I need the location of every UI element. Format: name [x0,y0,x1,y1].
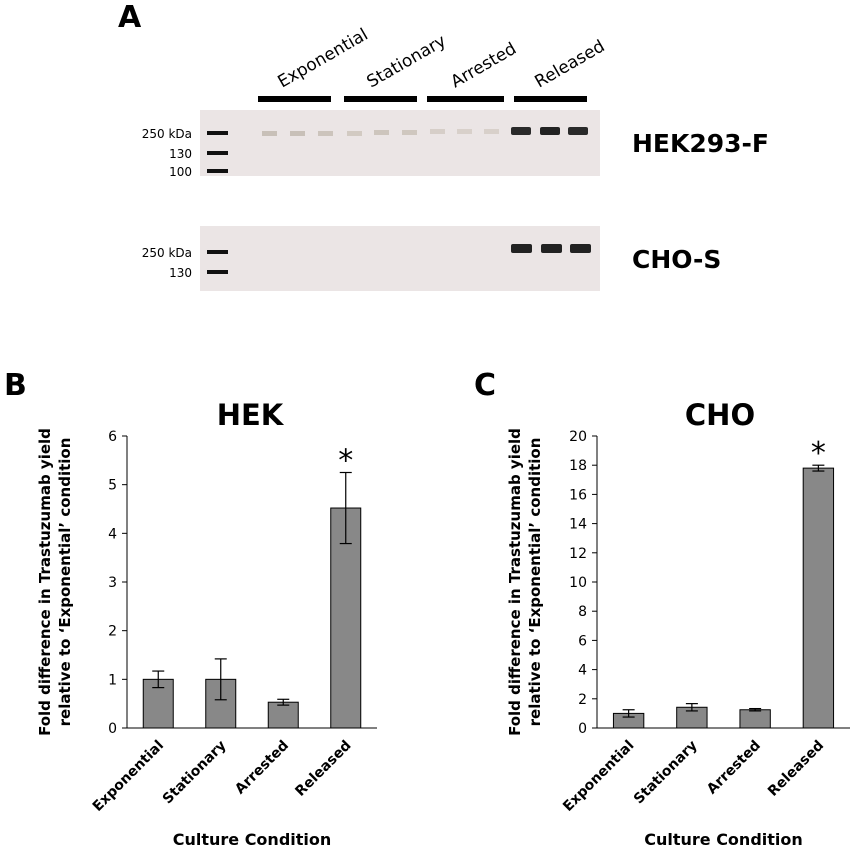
chart-title: HEK [217,398,285,432]
ladder-band [207,270,228,274]
protein-band [347,131,362,136]
blot-group-bar [344,96,417,102]
marker-label: 250 kDa [142,246,192,260]
protein-band [511,244,532,253]
protein-band [318,131,333,136]
y-tick-label: 6 [108,429,117,445]
x-axis-label: Culture Condition [644,830,803,847]
x-tick-label: Exponential [560,738,637,815]
y-tick-label: 1 [108,672,117,688]
marker-label: 250 kDa [142,127,192,141]
y-tick-label: 4 [578,663,587,679]
y-tick-label: 0 [578,721,587,737]
bar [142,678,174,729]
y-tick-label: 14 [569,517,587,533]
bar [739,709,771,729]
marker-label: 130 [169,266,192,280]
blot-membrane-top [200,110,600,176]
blot-condition-label: Exponential [275,25,372,93]
protein-band [262,131,277,136]
y-tick-label: 16 [569,487,587,503]
x-tick-label: Released [765,738,827,800]
x-tick-label: Exponential [90,738,167,815]
marker-label: 130 [169,147,192,161]
panel-label-c: C [474,368,497,403]
protein-band [430,129,445,134]
y-tick-label: 20 [569,429,587,445]
protein-band [374,130,389,135]
chart-title: CHO [685,398,755,432]
ladder-band [207,169,228,173]
y-axis-label-line: Fold difference in Trastuzumab yield [506,428,524,736]
panel-label-a: A [118,0,142,35]
protein-band [568,127,588,135]
hek-bar-chart: HEK Fold difference in Trastuzumab yield r… [36,398,377,847]
y-tick-label: 10 [569,575,587,591]
protein-band [484,129,499,134]
x-tick-label: Released [292,738,354,800]
y-axis-label: Fold difference in Trastuzumab yield rela… [506,428,544,736]
x-tick-label: Stationary [631,738,701,808]
y-axis-label-line: relative to ‘Exponential’ condition [526,438,544,727]
protein-band [290,131,305,136]
protein-band [540,127,560,135]
y-tick-label: 5 [108,478,117,494]
y-tick-label: 2 [578,692,587,708]
blot-cell-line-label: CHO-S [632,245,721,274]
y-tick-label: 6 [578,633,587,649]
y-tick-label: 0 [108,721,117,737]
ladder-band [207,250,228,254]
blot-condition-label: Released [532,36,609,92]
significance-marker: * [811,436,826,471]
y-tick-label: 2 [108,624,117,640]
y-tick-label: 3 [108,575,117,591]
blot-group-bar [514,96,587,102]
cho-bar-chart: CHO Fold difference in Trastuzumab yield r… [506,398,850,847]
y-axis-label-line: relative to ‘Exponential’ condition [56,438,74,727]
y-axis-label: Fold difference in Trastuzumab yield rela… [36,428,74,736]
protein-band [511,127,531,135]
bar [205,678,237,729]
bar [330,507,362,729]
blot-group-bar [427,96,504,102]
y-tick-label: 18 [569,458,587,474]
significance-marker: * [338,444,353,479]
western-blot: Exponential Stationary Arrested Released… [142,25,769,291]
blot-condition-label: Stationary [364,31,450,92]
y-tick-label: 8 [578,604,587,620]
ladder-band [207,151,228,155]
bar [802,467,835,729]
protein-band [541,244,562,253]
marker-label: 100 [169,165,192,179]
x-axis-label: Culture Condition [173,830,332,847]
x-tick-label: Arrested [232,738,292,798]
protein-band [570,244,591,253]
blot-condition-label: Arrested [448,39,521,92]
blot-membrane-bottom [200,226,600,291]
x-tick-label: Stationary [160,738,230,808]
panel-label-b: B [4,368,27,403]
protein-band [457,129,472,134]
y-tick-label: 12 [569,546,587,562]
blot-group-bar [258,96,331,102]
x-tick-label: Arrested [704,738,764,798]
bar [267,701,299,729]
blot-cell-line-label: HEK293-F [632,129,769,158]
y-axis-label-line: Fold difference in Trastuzumab yield [36,428,54,736]
ladder-band [207,131,228,135]
y-tick-label: 4 [108,526,117,542]
protein-band [402,130,417,135]
